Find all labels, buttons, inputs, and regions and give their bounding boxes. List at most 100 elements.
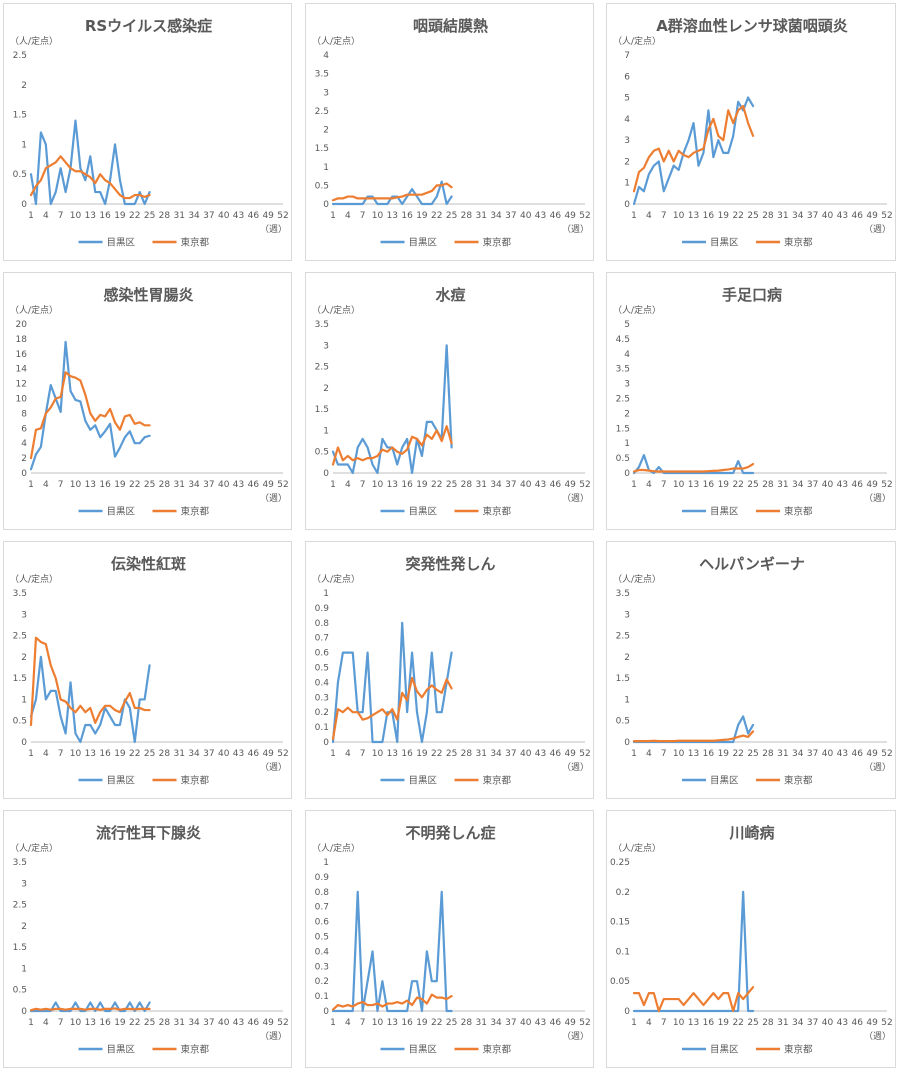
x-tick-label: 46	[550, 211, 562, 221]
x-tick-label: 13	[387, 480, 398, 490]
chart-panel-4: 感染性胃腸炎 （人/定点） 0 2 4 6 8 10 12 14 16 18 20 1 4 7 10 13 16 19…	[3, 272, 292, 530]
x-tick-label: 46	[550, 749, 562, 759]
y-tick-label: 1.5	[315, 144, 329, 154]
legend-label-tokyo: 東京都	[784, 775, 813, 787]
x-tick-label: 25	[144, 211, 155, 221]
x-tick-label: 34	[792, 749, 804, 759]
x-tick-label: 43	[535, 211, 546, 221]
x-tick-label: 46	[852, 1018, 864, 1028]
y-tick-label: 3.5	[616, 589, 630, 599]
x-tick-label: 37	[807, 480, 818, 490]
y-tick-label: 0.05	[610, 977, 630, 987]
y-tick-label: 1	[21, 695, 27, 705]
series-line-tokyo	[632, 730, 755, 743]
x-tick-label: 49	[866, 211, 878, 221]
x-tick-label: 1	[631, 749, 637, 759]
chart-panel-2: 咽頭結膜熱 （人/定点） 0 0.5 1 1.5 2 2.5 3 3.5 4 1 4 7 10 13 16 19 2…	[305, 3, 594, 261]
x-tick-label: 4	[646, 1018, 652, 1028]
y-tick-label: 0.25	[610, 858, 630, 868]
chart-panel-3: A群溶血性レンサ球菌咽頭炎 （人/定点） 0 1 2 3 4 5 6 7 1 4 7 10 13 16 19 22…	[606, 3, 896, 261]
y-unit-label: （人/定点）	[312, 304, 360, 316]
x-unit-label: （週）	[260, 762, 287, 773]
y-tick-label: 0	[624, 469, 630, 479]
y-tick-label: 1	[323, 858, 329, 868]
y-tick-label: 2.5	[315, 107, 329, 117]
y-tick-label: 0.2	[315, 977, 329, 987]
y-tick-label: 2	[624, 157, 630, 167]
y-tick-label: 6	[21, 424, 27, 434]
x-unit-label: （週）	[562, 1031, 589, 1042]
x-tick-label: 4	[43, 211, 49, 221]
x-tick-label: 31	[476, 1018, 487, 1028]
series-line-meguro	[29, 1001, 151, 1013]
y-tick-label: 2.5	[315, 363, 329, 373]
x-tick-label: 10	[673, 480, 685, 490]
x-tick-label: 4	[43, 480, 49, 490]
chart-svg: 流行性耳下腺炎（人/定点）00.511.522.533.51 4 7 10 13 16 19…	[10, 824, 289, 1056]
x-tick-label: 19	[114, 480, 126, 490]
x-tick-label: 31	[174, 1018, 185, 1028]
x-tick-label: 25	[446, 749, 457, 759]
y-tick-label: 0	[624, 1007, 630, 1017]
y-tick-label: 1	[323, 163, 329, 173]
x-unit-label: （週）	[864, 762, 891, 773]
x-tick-label: 52	[881, 1018, 892, 1028]
chart-title: 水痘	[435, 286, 465, 304]
x-tick-label: 7	[58, 211, 64, 221]
series-line-meguro	[632, 454, 755, 475]
x-tick-label: 22	[129, 480, 140, 490]
y-tick-label: 0	[323, 1007, 329, 1017]
y-tick-label: 14	[16, 365, 28, 375]
x-tick-label: 34	[490, 749, 502, 759]
chart-panel-5: 水痘 （人/定点） 0 0.5 1 1.5 2 2.5 3 3.5 1 4 7 10 13 16 19 22 25 2…	[305, 272, 594, 530]
y-tick-label: 1.5	[616, 674, 630, 684]
y-tick-label: 20	[16, 320, 28, 330]
chart-panel-10: 流行性耳下腺炎 （人/定点） 0 0.5 1 1.5 2 2.5 3 3.5 1 4 7 10 13 16 19…	[3, 810, 292, 1068]
x-tick-label: 19	[114, 1018, 126, 1028]
x-tick-label: 7	[360, 1018, 366, 1028]
x-tick-label: 4	[345, 749, 351, 759]
y-tick-label: 0.5	[13, 170, 27, 180]
legend-label-tokyo: 東京都	[483, 506, 512, 518]
x-tick-label: 46	[550, 480, 562, 490]
series-line-tokyo	[29, 1007, 151, 1012]
x-tick-label: 40	[520, 1018, 532, 1028]
x-tick-label: 31	[777, 480, 788, 490]
x-tick-label: 16	[99, 1018, 111, 1028]
legend-label-tokyo: 東京都	[784, 237, 813, 249]
x-tick-label: 40	[520, 211, 532, 221]
legend-label-tokyo: 東京都	[483, 775, 512, 787]
x-tick-label: 34	[490, 1018, 502, 1028]
x-tick-label: 19	[114, 749, 126, 759]
x-tick-label: 46	[248, 749, 260, 759]
x-tick-label: 28	[762, 480, 774, 490]
x-tick-label: 46	[852, 480, 864, 490]
x-tick-label: 49	[564, 749, 576, 759]
series-line-meguro	[29, 119, 151, 206]
x-tick-label: 10	[70, 211, 82, 221]
y-tick-label: 0.2	[616, 888, 630, 898]
x-tick-label: 7	[661, 211, 667, 221]
series-line-tokyo	[29, 636, 151, 727]
x-tick-label: 37	[807, 1018, 818, 1028]
chart-panel-6: 手足口病 （人/定点） 0 0.5 1 1.5 2 2.5 3 3.5 4 4.5 5 1 4 7 10 13 16…	[606, 272, 896, 530]
x-tick-label: 49	[564, 211, 576, 221]
chart-panel-7: 伝染性紅斑 （人/定点） 0 0.5 1 1.5 2 2.5 3 3.5 1 4 7 10 13 16 19 22…	[3, 541, 292, 799]
x-tick-label: 10	[372, 480, 384, 490]
chart-title: 感染性胃腸炎	[103, 286, 193, 304]
x-tick-label: 49	[866, 480, 878, 490]
x-tick-label: 16	[99, 749, 111, 759]
x-tick-label: 25	[446, 211, 457, 221]
legend-label-meguro: 目黒区	[710, 1045, 739, 1056]
x-tick-label: 40	[218, 749, 230, 759]
x-tick-label: 1	[330, 211, 336, 221]
y-tick-label: 0.2	[315, 708, 329, 718]
x-tick-label: 13	[85, 211, 96, 221]
x-tick-label: 13	[387, 211, 398, 221]
y-tick-label: 2.5	[616, 395, 630, 405]
y-tick-label: 3	[624, 610, 630, 620]
x-unit-label: （週）	[260, 493, 287, 504]
y-tick-label: 0.6	[315, 649, 330, 659]
chart-svg: 咽頭結膜熱（人/定点）00.511.522.533.541 4 7 10 13 16 19 2…	[312, 17, 591, 249]
chart-title: 咽頭結膜熱	[413, 17, 488, 35]
